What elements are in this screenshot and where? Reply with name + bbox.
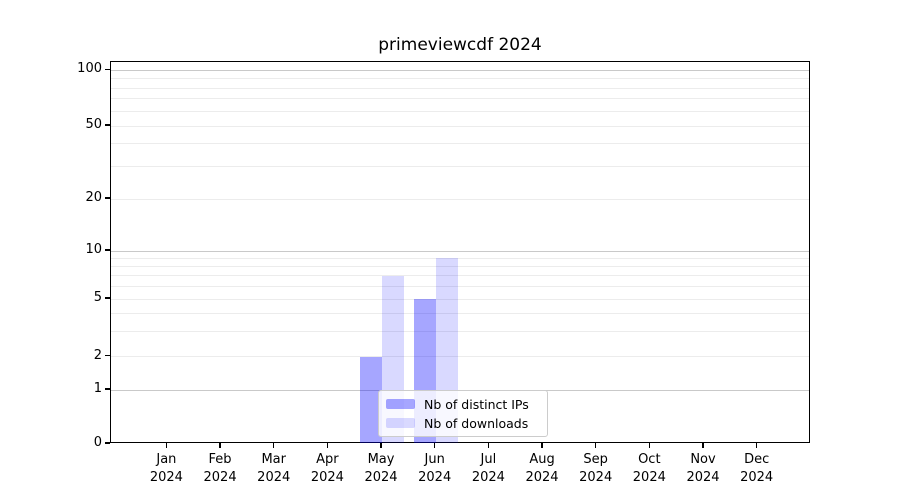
bar-distinct-ips-may: [360, 356, 383, 443]
gridline-minor-70: [111, 98, 809, 100]
legend-swatch-downloads: [386, 418, 415, 428]
gridline-minor-40: [111, 143, 809, 145]
gridline-minor-3: [111, 330, 809, 332]
x-tick-mark-jul: [487, 443, 489, 448]
plot-area: [110, 61, 810, 443]
x-tick-mark-oct: [648, 443, 650, 448]
y-tick-label-50: 50: [85, 117, 102, 132]
x-tick-mark-mar: [273, 443, 275, 448]
gridline-minor-90: [111, 78, 809, 80]
y-tick-mark-50: [105, 124, 110, 126]
legend: Nb of distinct IPs Nb of downloads: [378, 390, 548, 437]
legend-label-distinct-ips: Nb of distinct IPs: [424, 396, 529, 412]
legend-label-downloads: Nb of downloads: [424, 415, 529, 431]
x-tick-label-mar: Mar 2024: [257, 452, 291, 485]
x-tick-mark-aug: [541, 443, 543, 448]
x-tick-label-may: May 2024: [364, 452, 398, 485]
x-tick-mark-jun: [434, 443, 436, 448]
legend-item-distinct-ips: Nb of distinct IPs: [386, 397, 547, 412]
y-tick-label-10: 10: [85, 242, 102, 257]
x-tick-label-feb: Feb 2024: [203, 452, 237, 485]
x-tick-label-jan: Jan 2024: [149, 452, 183, 485]
y-tick-label-100: 100: [77, 61, 102, 77]
gridline-minor-50: [111, 125, 809, 127]
y-tick-mark-100: [105, 68, 110, 70]
gridline-minor-8: [111, 265, 809, 267]
y-tick-label-2: 2: [93, 347, 102, 363]
gridline-major-100: [111, 69, 809, 71]
y-tick-label-20: 20: [85, 190, 102, 205]
x-tick-label-jul: Jul 2024: [471, 452, 505, 485]
x-tick-mark-jan: [165, 443, 168, 448]
y-tick-mark-20: [105, 197, 110, 199]
x-tick-label-aug: Aug 2024: [525, 452, 559, 485]
x-tick-label-sep: Sep 2024: [579, 452, 613, 485]
y-tick-mark-5: [105, 297, 110, 299]
gridline-minor-60: [111, 110, 809, 112]
x-tick-mark-apr: [326, 443, 329, 448]
y-tick-label-0: 0: [93, 435, 102, 450]
gridline-minor-6: [111, 285, 809, 287]
y-tick-mark-2: [105, 354, 110, 357]
x-tick-mark-dec: [756, 443, 758, 448]
legend-item-downloads: Nb of downloads: [386, 416, 547, 431]
x-tick-label-dec: Dec 2024: [740, 452, 774, 485]
gridline-minor-7: [111, 275, 809, 277]
gridline-major-10: [111, 250, 809, 252]
x-tick-mark-may: [380, 443, 382, 448]
x-tick-mark-nov: [702, 443, 704, 448]
gridline-minor-30: [111, 166, 809, 168]
x-tick-label-apr: Apr 2024: [310, 452, 344, 485]
x-tick-mark-sep: [595, 443, 597, 448]
chart-title: primeviewcdf 2024: [378, 35, 542, 55]
gridline-minor-80: [111, 87, 809, 89]
legend-swatch-distinct-ips: [386, 399, 415, 409]
y-tick-mark-0: [105, 442, 110, 444]
y-tick-mark-10: [105, 249, 110, 251]
x-tick-label-oct: Oct 2024: [632, 452, 666, 485]
x-tick-mark-feb: [219, 443, 221, 448]
y-tick-mark-1: [105, 388, 110, 390]
gridline-minor-2: [111, 356, 809, 357]
gridline-minor-9: [111, 257, 809, 259]
gridline-minor-20: [111, 198, 809, 200]
gridline-minor-5: [111, 298, 809, 300]
x-tick-label-nov: Nov 2024: [686, 452, 720, 485]
y-tick-label-1: 1: [93, 381, 102, 396]
gridline-minor-4: [111, 312, 809, 314]
x-tick-label-jun: Jun 2024: [418, 452, 452, 485]
y-tick-label-5: 5: [93, 290, 102, 305]
